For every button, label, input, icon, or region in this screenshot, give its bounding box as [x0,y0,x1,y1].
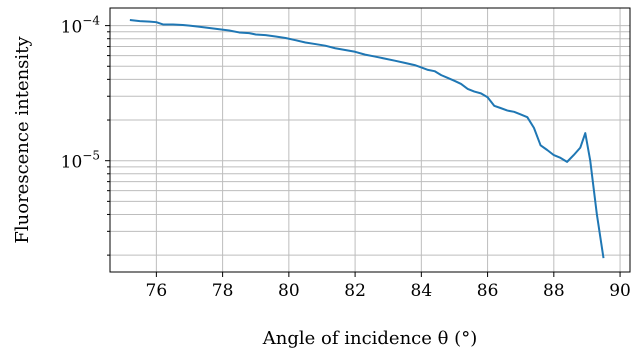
plot-frame [109,7,631,273]
x-tick-labels: 76 78 80 82 84 86 88 90 [146,281,631,301]
x-tick-label: 84 [411,281,433,301]
y-axis-label: Fluorescence intensity [12,36,33,244]
y-tick-labels: 10−5 10−4 [61,14,101,173]
x-tick-label: 76 [146,281,168,301]
x-tick-label: 90 [609,281,631,301]
x-tick-label: 80 [278,281,300,301]
x-tick-label: 78 [212,281,234,301]
axis-ticks [105,25,621,277]
grid [110,8,630,272]
y-tick-label: 10−5 [61,149,100,173]
x-tick-label: 88 [543,281,565,301]
x-tick-label: 86 [477,281,499,301]
x-axis-label: Angle of incidence θ (°) [262,328,477,349]
series-line [129,19,605,259]
x-tick-label: 82 [344,281,366,301]
y-tick-label: 10−4 [61,14,101,38]
